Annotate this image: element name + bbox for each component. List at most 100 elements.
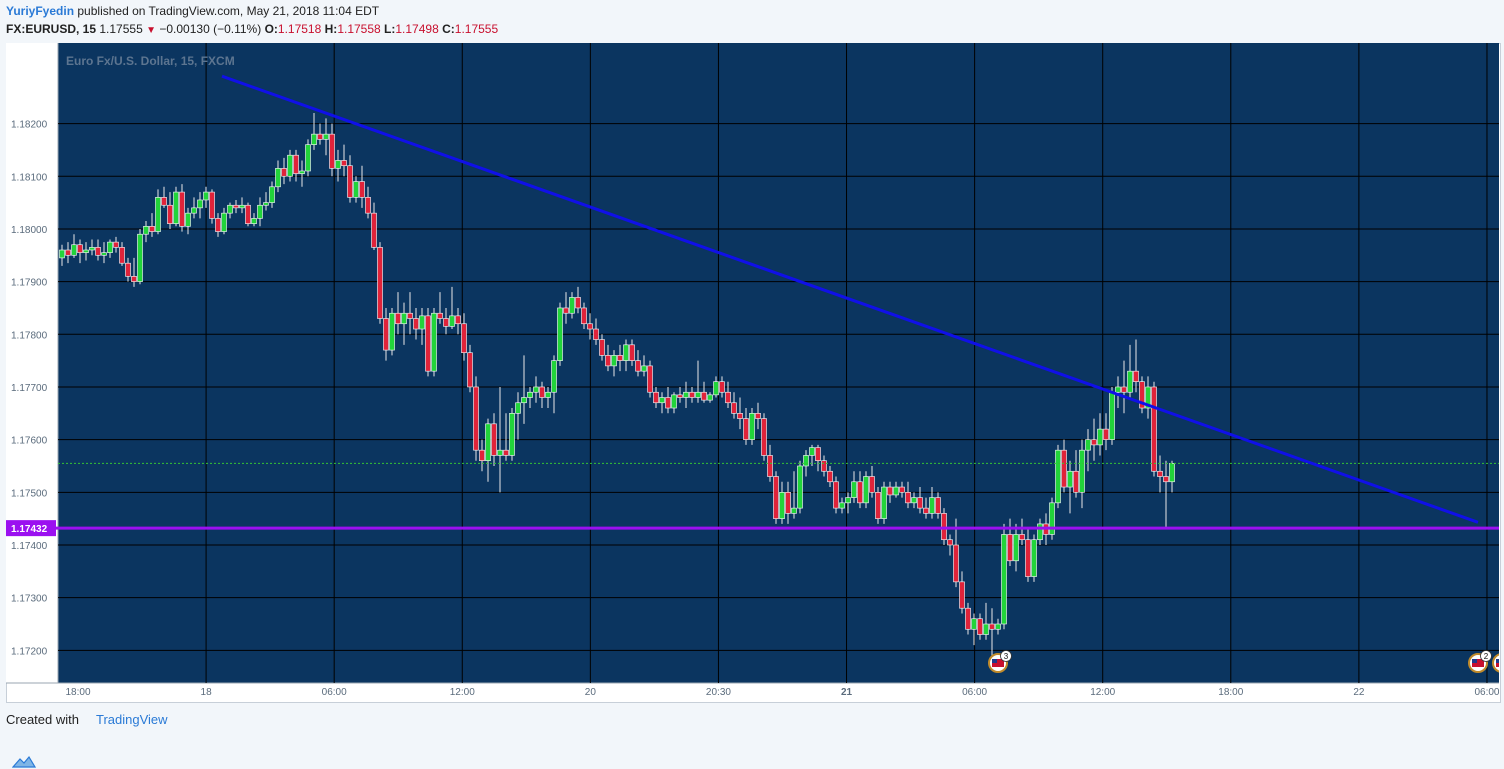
candle-body	[107, 241, 113, 253]
candle-body	[527, 391, 533, 398]
publish-line: YuriyFyedin published on TradingView.com…	[6, 4, 379, 18]
candle-body	[65, 249, 71, 256]
candle-body	[389, 312, 395, 351]
us-flag-event-icon[interactable]: 2	[1468, 650, 1492, 673]
candle	[335, 149, 341, 182]
candle	[413, 307, 419, 340]
candle-body	[815, 447, 821, 462]
candle	[65, 242, 71, 264]
candle	[359, 165, 365, 208]
candle-body	[971, 618, 977, 630]
candle-body	[1037, 523, 1043, 541]
x-axis: 18:00 18 06:00 12:00 20 20:30 21 06:00 12:00 18:0…	[65, 687, 1499, 698]
candle	[677, 386, 683, 403]
flag-stripes	[992, 659, 1004, 667]
candle	[1055, 444, 1061, 509]
candle-body	[647, 365, 653, 393]
candle-body	[131, 276, 137, 282]
candle	[1061, 439, 1067, 493]
candle	[197, 192, 203, 219]
candle-body	[959, 581, 965, 609]
x-tick-label: 12:00	[450, 687, 475, 698]
candle	[1007, 518, 1013, 567]
candle-body	[857, 481, 863, 504]
price-chart[interactable]: Euro Fx/U.S. Dollar, 15, FXCM 1.182001.1…	[6, 43, 1499, 701]
x-tick-label: 22	[1353, 687, 1365, 698]
candle-body	[347, 165, 353, 198]
candle	[977, 613, 983, 640]
candle-body	[881, 486, 887, 519]
plot-background	[58, 43, 1499, 683]
candle-body	[863, 476, 869, 504]
candle-body	[173, 191, 179, 224]
x-tick-label: 20	[585, 687, 597, 698]
candle-body	[521, 397, 527, 404]
candle-body	[227, 204, 233, 214]
candle-body	[1127, 370, 1133, 393]
candle	[1079, 439, 1085, 509]
candle-body	[1145, 386, 1151, 409]
candle	[107, 239, 113, 258]
candle	[77, 239, 83, 264]
candle-body	[839, 502, 845, 509]
candle	[1127, 344, 1133, 398]
candle-body	[485, 423, 491, 462]
candle-body	[59, 249, 65, 259]
candle	[923, 497, 929, 519]
candle	[71, 234, 77, 258]
candles	[59, 113, 1175, 667]
candle	[779, 481, 785, 524]
candle-body	[509, 413, 515, 456]
candle-body	[1067, 470, 1073, 488]
author-link[interactable]: YuriyFyedin	[6, 4, 75, 18]
candle	[173, 186, 179, 227]
us-flag-event-icon[interactable]: 3	[1492, 651, 1499, 673]
candle-body	[689, 391, 695, 398]
event-markers[interactable]: 323	[988, 650, 1499, 673]
candle	[539, 381, 545, 409]
candle	[305, 139, 311, 177]
candle-body	[917, 497, 923, 509]
candle-body	[899, 486, 905, 493]
candle-body	[401, 312, 407, 325]
flag-stripes	[1472, 659, 1484, 667]
candle-body	[653, 391, 659, 404]
candle-body	[203, 191, 209, 201]
flag-canton	[1496, 659, 1499, 663]
candle-body	[101, 252, 107, 256]
candle	[1001, 523, 1007, 630]
y-tick-label: 1.18100	[11, 172, 48, 183]
candle	[929, 487, 935, 519]
candle	[521, 355, 527, 424]
candle-body	[251, 218, 257, 224]
tradingview-link[interactable]: TradingView	[96, 712, 168, 727]
y-tick-label: 1.17500	[11, 488, 48, 499]
candle	[893, 481, 899, 498]
candle-body	[983, 623, 989, 635]
flag-canton	[992, 659, 997, 663]
candle-body	[1163, 476, 1169, 483]
candle	[839, 497, 845, 514]
candle	[1115, 376, 1121, 409]
candle	[899, 481, 905, 498]
candle-body	[557, 307, 563, 361]
x-tick-label: 20:30	[706, 687, 731, 698]
candle-body	[683, 391, 689, 398]
candle	[59, 244, 65, 266]
candle-body	[533, 386, 539, 393]
candle	[875, 487, 881, 524]
candle-body	[311, 133, 317, 145]
us-flag-event-icon[interactable]: 3	[988, 650, 1012, 673]
drawings[interactable]: 1.17432	[6, 74, 1499, 537]
candle	[455, 307, 461, 335]
candle-body	[341, 160, 347, 167]
candle-body	[371, 212, 377, 248]
candle-body	[335, 160, 341, 169]
plot-area	[6, 43, 1499, 684]
candle	[377, 242, 383, 324]
candle	[695, 360, 701, 403]
candle	[1013, 523, 1019, 572]
y-tick-label: 1.17700	[11, 383, 48, 394]
candle-body	[935, 497, 941, 514]
open-label: O:	[264, 22, 278, 36]
